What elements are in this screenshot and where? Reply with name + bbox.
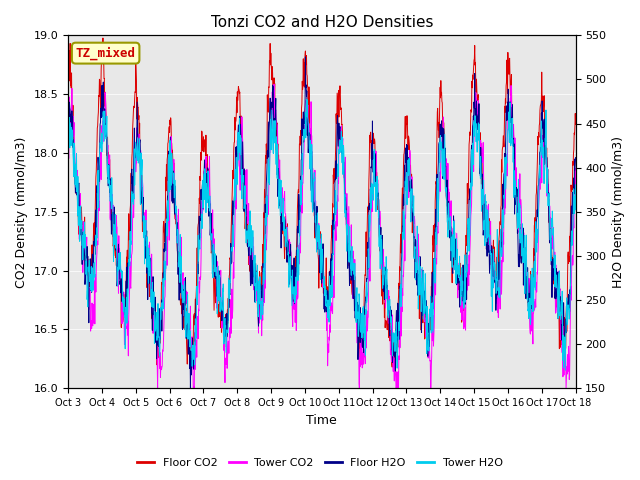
- Tower H2O: [467, 180, 475, 186]
- Tower CO2: [512, 180, 520, 186]
- Floor H2O: [64, 94, 72, 99]
- Line: Tower CO2: Tower CO2: [68, 84, 575, 388]
- Line: Floor CO2: Floor CO2: [68, 37, 575, 367]
- Tower H2O: [512, 188, 520, 194]
- Floor H2O: [467, 149, 475, 155]
- Floor CO2: [467, 107, 475, 113]
- Text: TZ_mixed: TZ_mixed: [76, 47, 136, 60]
- Floor CO2: [177, 296, 185, 302]
- Tower H2O: [303, 96, 310, 102]
- Tower CO2: [401, 258, 409, 264]
- Floor H2O: [234, 128, 242, 133]
- Line: Tower H2O: Tower H2O: [68, 99, 575, 370]
- Tower CO2: [572, 193, 579, 199]
- Tower CO2: [154, 385, 161, 391]
- Floor CO2: [512, 171, 520, 177]
- Floor CO2: [164, 132, 172, 138]
- Floor CO2: [401, 145, 408, 151]
- Tower H2O: [401, 216, 408, 221]
- Floor H2O: [164, 148, 172, 154]
- Floor H2O: [301, 54, 309, 60]
- Tower CO2: [64, 144, 72, 150]
- Legend: Floor CO2, Tower CO2, Floor H2O, Tower H2O: Floor CO2, Tower CO2, Floor H2O, Tower H…: [133, 453, 507, 472]
- Tower CO2: [177, 234, 185, 240]
- Tower H2O: [561, 367, 569, 373]
- Line: Floor H2O: Floor H2O: [68, 57, 575, 388]
- Floor CO2: [64, 35, 72, 40]
- Floor H2O: [401, 184, 409, 190]
- Y-axis label: CO2 Density (mmol/m3): CO2 Density (mmol/m3): [15, 136, 28, 288]
- Floor H2O: [512, 190, 520, 195]
- Tower H2O: [234, 151, 241, 156]
- Floor CO2: [572, 121, 579, 127]
- Tower CO2: [270, 81, 278, 87]
- Floor H2O: [572, 155, 579, 160]
- Tower H2O: [177, 270, 185, 276]
- Y-axis label: H2O Density (mmol/m3): H2O Density (mmol/m3): [612, 136, 625, 288]
- Floor CO2: [234, 97, 241, 103]
- Floor CO2: [388, 364, 396, 370]
- Tower H2O: [64, 134, 72, 140]
- Tower H2O: [164, 204, 172, 209]
- Floor H2O: [187, 385, 195, 391]
- Tower CO2: [234, 156, 242, 161]
- Title: Tonzi CO2 and H2O Densities: Tonzi CO2 and H2O Densities: [211, 15, 433, 30]
- X-axis label: Time: Time: [307, 414, 337, 427]
- Tower CO2: [467, 208, 475, 214]
- Tower CO2: [165, 226, 173, 231]
- Tower H2O: [572, 182, 579, 188]
- Floor H2O: [177, 263, 185, 268]
